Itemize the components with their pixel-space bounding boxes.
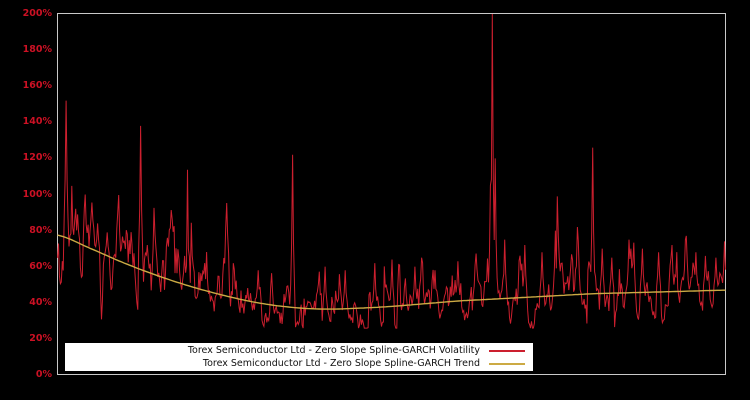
plot-area-border [57, 13, 726, 375]
y-tick-label: 160% [22, 80, 52, 92]
legend-row-volatility: Torex Semiconductor Ltd - Zero Slope Spl… [65, 344, 529, 357]
y-tick-label: 80% [29, 224, 52, 236]
legend: Torex Semiconductor Ltd - Zero Slope Spl… [65, 343, 533, 371]
y-tick-label: 100% [22, 188, 52, 200]
y-tick-label: 40% [29, 296, 52, 308]
legend-trend-line-swatch [489, 362, 525, 365]
y-tick-label: 0% [35, 369, 52, 380]
y-tick-label: 200% [22, 8, 52, 19]
legend-volatility-line-swatch [489, 349, 525, 352]
legend-label-volatility: Torex Semiconductor Ltd - Zero Slope Spl… [187, 344, 480, 356]
y-tick-label: 20% [29, 332, 52, 344]
trend-series-line [57, 234, 726, 310]
y-tick-label: 60% [29, 260, 52, 272]
volatility-series-line [57, 13, 726, 329]
legend-row-trend: Torex Semiconductor Ltd - Zero Slope Spl… [65, 357, 529, 370]
y-tick-label: 180% [22, 44, 52, 56]
y-tick-label: 140% [22, 116, 52, 128]
y-tick-label: 120% [22, 152, 52, 164]
legend-label-trend: Torex Semiconductor Ltd - Zero Slope Spl… [202, 357, 480, 369]
